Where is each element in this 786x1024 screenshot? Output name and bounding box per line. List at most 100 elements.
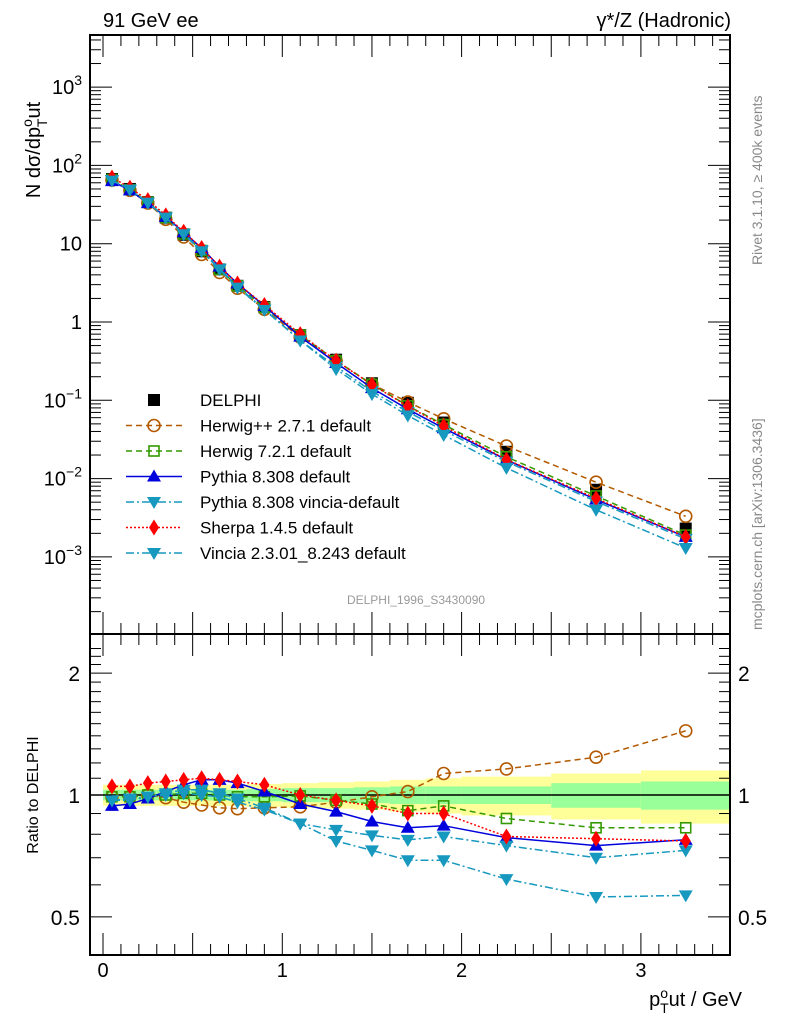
ratio-data-point — [158, 790, 173, 802]
plot-title-right: γ*/Z (Hadronic) — [597, 10, 731, 32]
ratio-series-line — [111, 792, 686, 898]
ratio-data-point — [257, 804, 272, 817]
ratio-data-point — [400, 820, 415, 833]
legend-label: Sherpa 1.4.5 default — [200, 519, 353, 538]
main-series-1 — [105, 173, 693, 524]
main-data-point — [499, 462, 514, 475]
ratio-data-point — [364, 814, 379, 827]
main-data-point — [329, 364, 344, 377]
main-data-point — [436, 430, 451, 443]
main-frame — [89, 34, 731, 635]
ratio-data-point — [295, 787, 306, 803]
main-y-axis-label: N dσ/dpoTut — [19, 101, 50, 198]
ratio-data-point — [401, 784, 415, 799]
mcplots-label: mcplots.cern.ch [arXiv:1306.3436] — [749, 418, 765, 630]
legend: DELPHI Herwig++ 2.7.1 default Herwig 7.2.1… — [126, 391, 406, 563]
legend-label: Pythia 8.308 default — [200, 468, 351, 487]
main-data-point — [679, 522, 692, 535]
ratio-data-point — [124, 778, 135, 795]
plot-title-left: 91 GeV ee — [103, 10, 199, 32]
ratio-data-point — [176, 788, 191, 801]
ratio-data-point — [329, 824, 344, 837]
main-series-line — [111, 179, 686, 518]
legend-item: Herwig 7.2.1 default — [126, 442, 351, 461]
legend-item: Pythia 8.308 default — [126, 468, 351, 487]
ratio-data-point — [591, 830, 602, 847]
main-data-point — [257, 304, 272, 317]
main-series-line — [111, 179, 686, 549]
ratio-data-point — [196, 770, 207, 787]
ratio-data-point — [366, 797, 377, 814]
y-tick-label: 10 — [60, 234, 82, 256]
main-data-point — [194, 246, 209, 259]
ratio-data-point — [436, 818, 451, 831]
main-data-point — [366, 376, 377, 393]
rivet-version-label: Rivet 3.1.10, ≥ 400k events — [749, 95, 765, 265]
ratio-data-point — [678, 845, 693, 858]
legend-label: Herwig 7.2.1 default — [200, 442, 351, 461]
main-data-point — [230, 282, 245, 295]
ratio-data-point — [142, 775, 153, 792]
main-data-point — [176, 229, 191, 242]
ratio-data-point — [364, 845, 379, 858]
ratio-data-point — [160, 773, 171, 790]
ratio-panel-axes: 0.5 0.5 1 1 2 2 0 1 2 3 — [51, 633, 767, 982]
legend-marker-icon — [147, 497, 161, 509]
legend-item: Herwig++ 2.7.1 default — [126, 417, 371, 436]
ratio-data-point — [230, 797, 245, 810]
ratio-data-point — [438, 805, 449, 822]
legend-marker-icon — [149, 519, 159, 536]
ratio-panel-series — [104, 724, 693, 904]
ratio-data-point — [400, 855, 415, 868]
ratio-data-point — [402, 805, 413, 822]
legend-label: DELPHI — [200, 391, 261, 410]
ratio-data-point — [106, 778, 117, 795]
ratio-data-point — [436, 831, 451, 844]
legend-label: Herwig++ 2.7.1 default — [200, 417, 371, 436]
legend-label: Pythia 8.308 vincia-default — [200, 493, 400, 512]
y-tick-label: 103 — [52, 72, 82, 99]
ratio-data-point — [293, 797, 308, 810]
ratio-data-point — [499, 840, 514, 853]
ratio-data-point — [589, 750, 603, 764]
y-tick-label: 102 — [52, 150, 82, 177]
ratio-data-point — [501, 828, 512, 845]
main-series-6 — [104, 175, 693, 555]
ratio-data-point — [329, 835, 344, 848]
y-tick-label: 10−1 — [44, 385, 82, 412]
main-series-line — [111, 178, 686, 536]
ratio-data-point — [232, 773, 243, 790]
main-data-point — [680, 528, 691, 545]
main-series-3 — [104, 174, 693, 542]
main-data-point — [122, 184, 137, 197]
ratio-y-tick-label-right: 0.5 — [738, 907, 767, 930]
main-series-4 — [104, 175, 693, 546]
main-data-point — [438, 417, 449, 434]
x-tick-label: 1 — [277, 960, 288, 982]
legend-marker-icon — [148, 394, 160, 406]
legend-item: Sherpa 1.4.5 default — [126, 519, 353, 538]
ratio-y-tick-label-right: 2 — [738, 663, 750, 686]
ratio-data-point — [680, 832, 691, 849]
main-data-point — [158, 212, 173, 225]
y-tick-label: 1 — [71, 312, 82, 334]
legend-marker-icon — [147, 548, 161, 560]
main-panel-series — [104, 169, 693, 555]
ratio-data-point — [259, 776, 270, 793]
main-data-point — [364, 389, 379, 402]
main-data-point — [104, 175, 119, 188]
ratio-data-point — [331, 792, 342, 809]
ratio-data-point — [589, 852, 604, 865]
ratio-series-5 — [104, 788, 693, 904]
ratio-data-point — [499, 762, 514, 776]
ratio-data-point — [678, 724, 693, 738]
ratio-data-point — [679, 821, 692, 834]
x-tick-label: 0 — [97, 960, 108, 982]
ratio-y-axis-label: Ratio to DELPHI — [25, 736, 42, 853]
x-tick-label: 3 — [635, 960, 646, 982]
ratio-data-point — [122, 793, 137, 806]
legend-marker-icon — [147, 469, 161, 482]
ratio-data-point — [194, 790, 209, 802]
ratio-y-tick-label-left: 0.5 — [51, 907, 80, 930]
